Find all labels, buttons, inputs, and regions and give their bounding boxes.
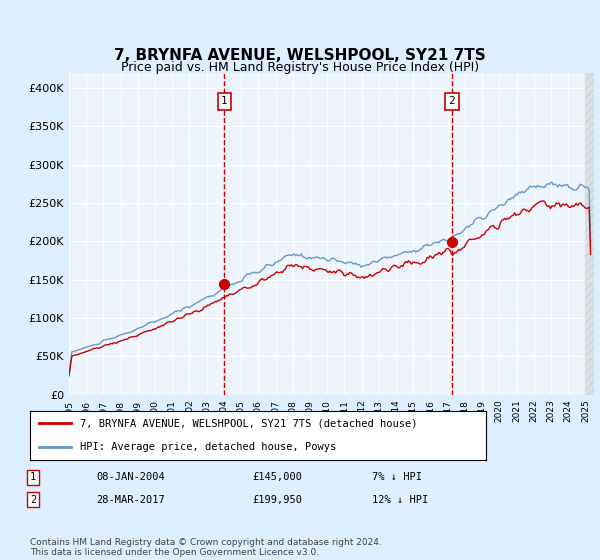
Text: 28-MAR-2017: 28-MAR-2017 [96, 494, 165, 505]
Text: £145,000: £145,000 [252, 472, 302, 482]
Text: 7% ↓ HPI: 7% ↓ HPI [372, 472, 422, 482]
Text: 1: 1 [221, 96, 228, 106]
Text: £199,950: £199,950 [252, 494, 302, 505]
Text: Contains HM Land Registry data © Crown copyright and database right 2024.
This d: Contains HM Land Registry data © Crown c… [30, 538, 382, 557]
Text: HPI: Average price, detached house, Powys: HPI: Average price, detached house, Powy… [80, 441, 337, 451]
Text: 08-JAN-2004: 08-JAN-2004 [96, 472, 165, 482]
Text: 2: 2 [448, 96, 455, 106]
Text: 12% ↓ HPI: 12% ↓ HPI [372, 494, 428, 505]
Text: 1: 1 [30, 472, 36, 482]
Text: 2: 2 [30, 494, 36, 505]
Text: Price paid vs. HM Land Registry's House Price Index (HPI): Price paid vs. HM Land Registry's House … [121, 60, 479, 74]
Text: 7, BRYNFA AVENUE, WELSHPOOL, SY21 7TS (detached house): 7, BRYNFA AVENUE, WELSHPOOL, SY21 7TS (d… [80, 418, 418, 428]
Text: 7, BRYNFA AVENUE, WELSHPOOL, SY21 7TS: 7, BRYNFA AVENUE, WELSHPOOL, SY21 7TS [114, 49, 486, 63]
